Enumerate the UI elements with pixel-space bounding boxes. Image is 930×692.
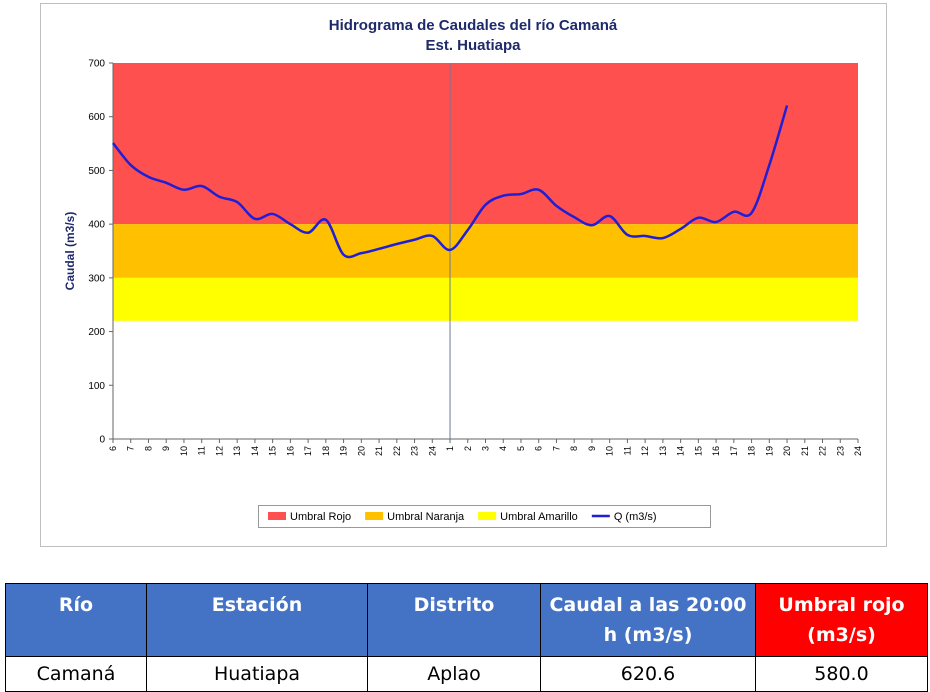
x-tick-label: 14 xyxy=(676,446,686,456)
x-tick-label: 22 xyxy=(818,446,828,456)
x-tick-label: 4 xyxy=(498,446,508,451)
legend-swatch xyxy=(478,512,497,520)
x-tick-label: 21 xyxy=(800,446,810,456)
data-line xyxy=(112,105,789,259)
y-tick-label: 300 xyxy=(88,273,105,284)
x-tick-label: 16 xyxy=(711,446,721,456)
x-tick-label: 13 xyxy=(658,446,668,456)
x-tick-label: 8 xyxy=(569,446,579,451)
x-tick-label: 5 xyxy=(516,446,526,451)
table-row: Camaná Huatiapa Aplao 620.6 580.0 xyxy=(5,656,928,692)
legend-label: Umbral Rojo xyxy=(290,511,351,523)
data-table: Río Estación Distrito Caudal a las 20:00… xyxy=(5,583,928,692)
x-tick-label: 3 xyxy=(481,446,491,451)
table-header: Río Estación Distrito Caudal a las 20:00… xyxy=(5,583,928,657)
x-tick-label: 1 xyxy=(445,446,455,451)
header-cell: Río xyxy=(5,583,147,657)
y-tick-label: 500 xyxy=(88,166,105,177)
x-tick-label: 15 xyxy=(693,446,703,456)
legend-label: Q (m3/s) xyxy=(614,511,657,523)
x-tick-label: 7 xyxy=(551,446,561,451)
threshold-band xyxy=(113,224,858,278)
chart-subtitle: Est. Huatiapa xyxy=(425,37,521,54)
header-cell: Caudal a las 20:00 h (m3/s) xyxy=(540,583,756,657)
header-cell: Umbral rojo (m3/s) xyxy=(755,583,928,657)
cell: 620.6 xyxy=(540,656,756,692)
x-tick-label: 24 xyxy=(853,446,863,456)
x-tick-label: 21 xyxy=(374,446,384,456)
x-tick-label: 11 xyxy=(622,446,632,455)
x-tick-label: 10 xyxy=(179,446,189,456)
x-tick-label: 9 xyxy=(587,446,597,451)
x-tick-label: 17 xyxy=(729,446,739,456)
chart: Hidrograma de Caudales del río Camaná Es… xyxy=(40,3,887,547)
x-tick-label: 22 xyxy=(392,446,402,456)
x-tick-label: 23 xyxy=(410,446,420,456)
x-tick-label: 19 xyxy=(339,446,349,456)
threshold-band xyxy=(113,63,858,225)
x-tick-label: 18 xyxy=(747,446,757,456)
x-tick-label: 24 xyxy=(427,446,437,456)
x-tick-label: 13 xyxy=(232,446,242,456)
legend-label: Umbral Amarillo xyxy=(500,511,578,523)
x-tick-label: 14 xyxy=(250,446,260,456)
header-cell: Estación xyxy=(146,583,368,657)
legend-swatch xyxy=(365,512,384,520)
x-tick-label: 18 xyxy=(321,446,331,456)
x-tick-label: 20 xyxy=(356,446,366,456)
cell: Camaná xyxy=(5,656,147,692)
y-tick-label: 0 xyxy=(99,435,105,446)
y-tick-label: 600 xyxy=(88,112,105,123)
x-tick-label: 9 xyxy=(161,446,171,451)
x-tick-label: 10 xyxy=(605,446,615,456)
cell: 580.0 xyxy=(755,656,928,692)
chart-title: Hidrograma de Caudales del río Camaná xyxy=(329,17,618,34)
x-tick-label: 11 xyxy=(197,446,207,455)
y-tick-label: 700 xyxy=(88,59,105,70)
cell: Aplao xyxy=(367,656,541,692)
y-tick-label: 400 xyxy=(88,220,105,231)
x-tick-label: 6 xyxy=(534,446,544,451)
x-tick-label: 12 xyxy=(640,446,650,456)
legend-label: Umbral Naranja xyxy=(387,511,465,523)
header-cell: Distrito xyxy=(367,583,541,657)
y-tick-label: 100 xyxy=(88,381,105,392)
x-tick-label: 12 xyxy=(214,446,224,456)
x-tick-label: 7 xyxy=(126,446,136,451)
y-tick-label: 200 xyxy=(88,327,105,338)
x-tick-label: 8 xyxy=(143,446,153,451)
x-tick-label: 19 xyxy=(764,446,774,456)
x-tick-label: 15 xyxy=(268,446,278,456)
x-tick-label: 23 xyxy=(835,446,845,456)
cell: Huatiapa xyxy=(146,656,368,692)
x-tick-label: 17 xyxy=(303,446,313,456)
x-tick-label: 6 xyxy=(108,446,118,451)
y-axis-label: Caudal (m3/s) xyxy=(63,212,77,291)
threshold-band xyxy=(113,277,858,321)
x-tick-label: 16 xyxy=(285,446,295,456)
x-tick-label: 20 xyxy=(782,446,792,456)
x-tick-label: 2 xyxy=(463,446,473,451)
legend-swatch xyxy=(268,512,286,520)
